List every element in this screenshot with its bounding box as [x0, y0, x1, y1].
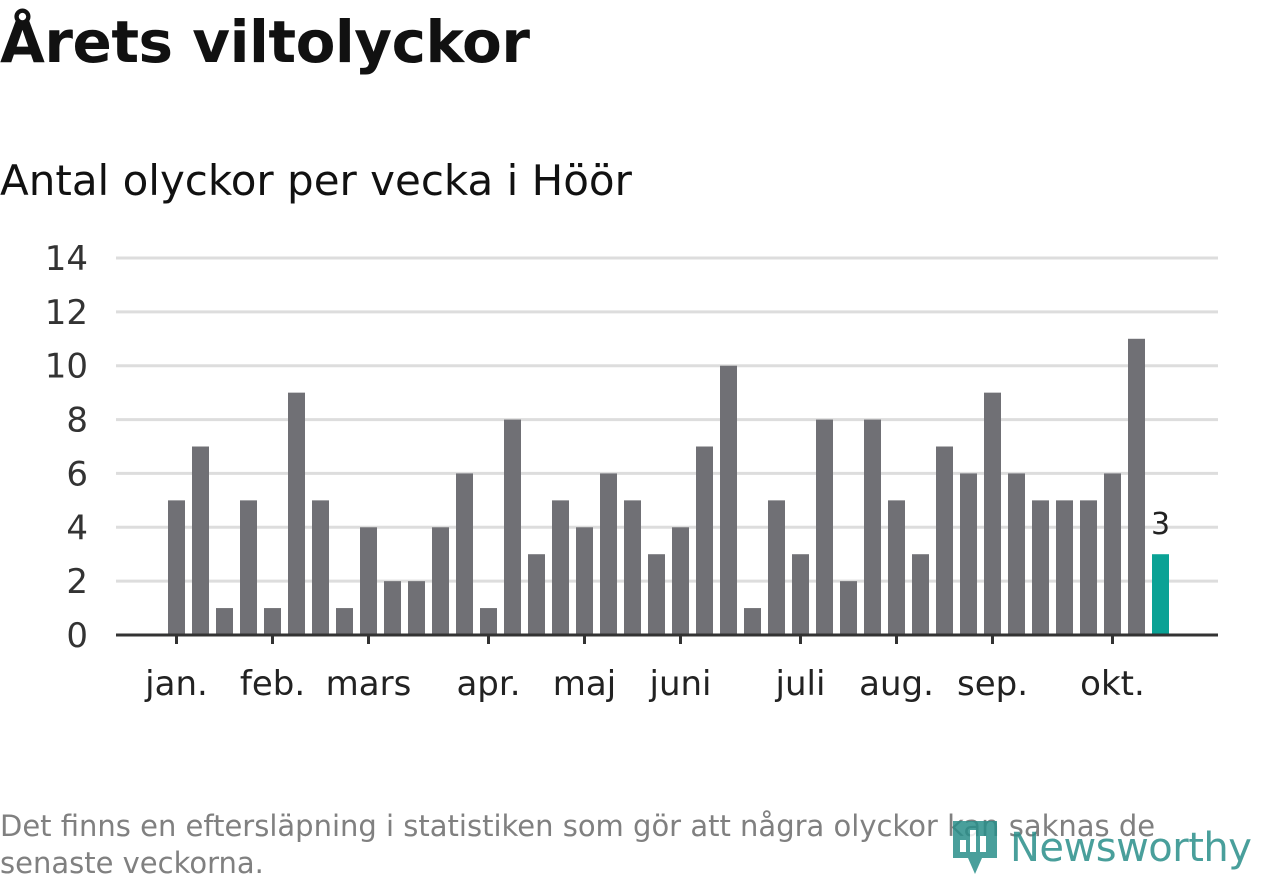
bar-32	[912, 554, 929, 635]
y-tick-label-10: 10	[45, 347, 88, 387]
bar-17	[552, 500, 569, 635]
bar-26	[768, 500, 785, 635]
bar-15	[504, 419, 521, 635]
chart-title: Årets viltolyckor	[0, 8, 530, 76]
bar-16	[528, 554, 545, 635]
bar-25	[744, 608, 761, 635]
bar-35	[984, 392, 1001, 635]
bar-22	[672, 527, 689, 635]
chart-subtitle: Antal olyckor per vecka i Höör	[0, 156, 632, 205]
bar-8	[336, 608, 353, 635]
bar-chart-pin-icon	[953, 821, 997, 874]
y-tick-label-2: 2	[66, 562, 88, 602]
x-tick-label-jan.: jan.	[144, 664, 208, 704]
bar-38	[1056, 500, 1073, 635]
bar-6	[288, 392, 305, 635]
bar-2	[192, 446, 209, 635]
x-axis-month-labels: jan. feb. mars apr. maj juni juli aug. sep. okt.	[144, 635, 1145, 704]
bar-12	[432, 527, 449, 635]
bar-10	[384, 581, 401, 635]
bar-3	[216, 608, 233, 635]
x-tick-label-mars: mars	[326, 664, 412, 704]
logo-text: Newsworthy	[1010, 825, 1252, 871]
bar-20	[624, 500, 641, 635]
bar-18	[576, 527, 593, 635]
data-labels: 3	[1151, 507, 1170, 542]
highlight-data-label: 3	[1151, 507, 1170, 542]
x-tick-label-maj: maj	[553, 664, 616, 704]
x-tick-label-okt.: okt.	[1080, 664, 1145, 704]
bar-13	[456, 473, 473, 635]
x-tick-label-aug.: aug.	[859, 664, 934, 704]
bar-19	[600, 473, 617, 635]
newsworthy-logo: Newsworthy	[950, 818, 1252, 878]
x-tick-label-apr.: apr.	[456, 664, 520, 704]
bar-27	[792, 554, 809, 635]
y-axis-ticks: 0 2 4 6 8 10 12 14	[45, 239, 88, 656]
bar-9	[360, 527, 377, 635]
bar-5	[264, 608, 281, 635]
bars	[168, 338, 1169, 635]
y-tick-label-4: 4	[66, 508, 88, 548]
y-tick-label-12: 12	[45, 293, 88, 333]
grid-lines	[116, 256, 1218, 583]
x-tick-label-juli: juli	[775, 664, 826, 704]
x-tick-label-juni: juni	[649, 664, 712, 704]
bar-1	[168, 500, 185, 635]
y-tick-label-8: 8	[66, 401, 88, 441]
bar-36	[1008, 473, 1025, 635]
bar-31	[888, 500, 905, 635]
bar-41	[1128, 338, 1145, 635]
bar-7	[312, 500, 329, 635]
bar-34	[960, 473, 977, 635]
x-tick-label-sep.: sep.	[957, 664, 1028, 704]
bar-11	[408, 581, 425, 635]
bar-4	[240, 500, 257, 635]
y-tick-label-0: 0	[66, 616, 88, 656]
bar-chart: 0 2 4 6 8 10 12 14 jan. feb. mars apr. maj juni juli a…	[45, 239, 1218, 704]
y-tick-label-14: 14	[45, 239, 88, 279]
bar-14	[480, 608, 497, 635]
bar-37	[1032, 500, 1049, 635]
bar-28	[816, 419, 833, 635]
y-tick-label-6: 6	[66, 454, 88, 494]
bar-29	[840, 581, 857, 635]
bar-23	[696, 446, 713, 635]
bar-30	[864, 419, 881, 635]
x-tick-label-feb.: feb.	[240, 664, 305, 704]
bar-highlight	[1152, 554, 1169, 635]
bar-24	[720, 365, 737, 635]
bar-33	[936, 446, 953, 635]
bar-21	[648, 554, 665, 635]
bar-40	[1104, 473, 1121, 635]
bar-39	[1080, 500, 1097, 635]
